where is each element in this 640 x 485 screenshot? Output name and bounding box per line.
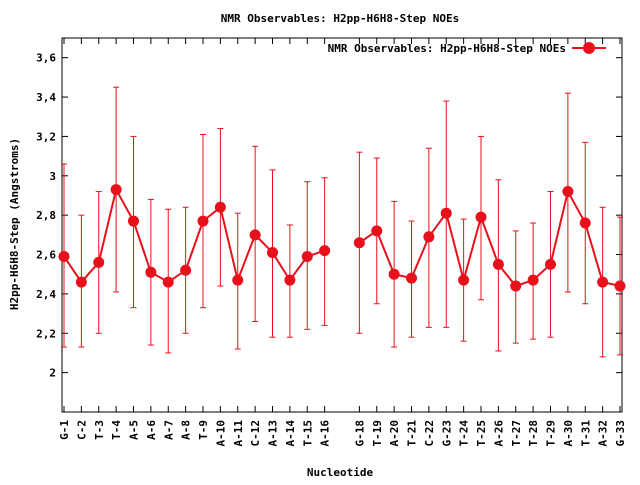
data-point	[510, 280, 522, 292]
x-tick-label: A-26	[492, 420, 505, 447]
x-tick-label: G-1	[58, 420, 71, 440]
data-point	[145, 266, 157, 278]
data-point	[214, 201, 226, 213]
y-axis-label: H2pp-H6H8-Step (Angstroms)	[8, 138, 21, 310]
plot-frame	[61, 37, 623, 413]
data-point	[232, 274, 244, 286]
data-point	[458, 274, 470, 286]
data-point	[319, 245, 331, 257]
x-tick-label: T-3	[93, 420, 106, 440]
data-point	[197, 215, 209, 227]
y-tick-label: 3	[49, 170, 56, 183]
x-tick-label: T-29	[545, 420, 558, 447]
y-tick-label: 2	[49, 367, 56, 380]
x-tick-label: A-10	[214, 420, 227, 447]
series-line	[63, 186, 325, 284]
data-point	[58, 250, 70, 262]
data-point	[301, 250, 313, 262]
data-point	[267, 247, 278, 259]
x-tick-label: T-31	[579, 420, 592, 447]
plot-area: 2 2,2 2,4 2,6 2,8 3 3,2 3,4 3,6 G-1 C-2 T-3 T-4 A-5 A-…	[36, 37, 627, 447]
x-tick-label: A-30	[562, 420, 575, 447]
y-tick-label: 2,2	[36, 327, 56, 340]
y-tick-label: 2,4	[36, 288, 56, 301]
x-tick-label: A-20	[388, 420, 401, 447]
x-tick-label: T-15	[301, 420, 314, 447]
data-point	[579, 217, 591, 229]
x-tick-label: T-19	[371, 420, 384, 447]
x-tick-label: G-33	[614, 420, 627, 447]
data-point	[249, 229, 261, 241]
data-point	[545, 258, 556, 270]
data-point	[284, 274, 296, 286]
series-line	[358, 188, 621, 288]
x-tick-label: T-9	[197, 420, 210, 440]
data-point	[562, 186, 574, 198]
x-tick-label: A-32	[597, 420, 610, 447]
x-axis-label: Nucleotide	[307, 466, 374, 479]
data-point	[423, 231, 435, 243]
data-point	[180, 264, 192, 276]
x-tick-label: T-28	[527, 420, 540, 447]
y-tick-label: 3,2	[36, 130, 56, 143]
x-tick-label: A-13	[267, 420, 280, 447]
data-point	[93, 256, 105, 268]
data-point	[440, 207, 452, 219]
legend-marker	[583, 42, 595, 54]
data-point	[162, 276, 174, 288]
x-tick-label: A-7	[162, 420, 175, 440]
chart-title: NMR Observables: H2pp-H6H8-Step NOEs	[221, 12, 459, 25]
legend-label: NMR Observables: H2pp-H6H8-Step NOEs	[328, 42, 566, 55]
x-tick-label: T-27	[510, 420, 523, 447]
data-point	[128, 215, 139, 227]
x-tick-label: A-6	[145, 420, 158, 440]
y-tick-label: 2,6	[36, 249, 56, 262]
x-tick-label: G-18	[353, 420, 366, 447]
x-tick-label: A-5	[128, 420, 141, 440]
x-tick-label: C-2	[75, 420, 88, 440]
data-point	[597, 276, 609, 288]
data-point	[406, 272, 417, 284]
x-tick-label: T-24	[458, 420, 471, 447]
x-tick-label: A-11	[232, 420, 245, 447]
y-tick-label: 3,6	[36, 52, 56, 65]
data-point	[492, 258, 504, 270]
data-point	[353, 237, 365, 249]
x-tick-label: A-14	[284, 420, 297, 447]
data-point	[371, 225, 383, 237]
x-tick-label: T-25	[475, 420, 488, 447]
legend: NMR Observables: H2pp-H6H8-Step NOEs	[328, 42, 606, 55]
x-tick-label: G-23	[440, 420, 453, 447]
data-point	[110, 184, 122, 196]
data-point	[75, 276, 87, 288]
data-point	[388, 268, 400, 280]
x-tick-label: C-22	[423, 420, 436, 447]
data-point	[527, 274, 539, 286]
x-tick-label: T-4	[110, 420, 123, 440]
x-tick-label: A-8	[180, 420, 193, 440]
x-tick-label: C-12	[249, 420, 262, 447]
y-tick-label: 2,8	[36, 209, 56, 222]
x-tick-label: T-21	[406, 420, 419, 447]
x-tick-label: A-16	[319, 420, 332, 447]
y-tick-label: 3,4	[36, 91, 56, 104]
data-point	[475, 211, 487, 223]
data-point	[614, 280, 626, 292]
